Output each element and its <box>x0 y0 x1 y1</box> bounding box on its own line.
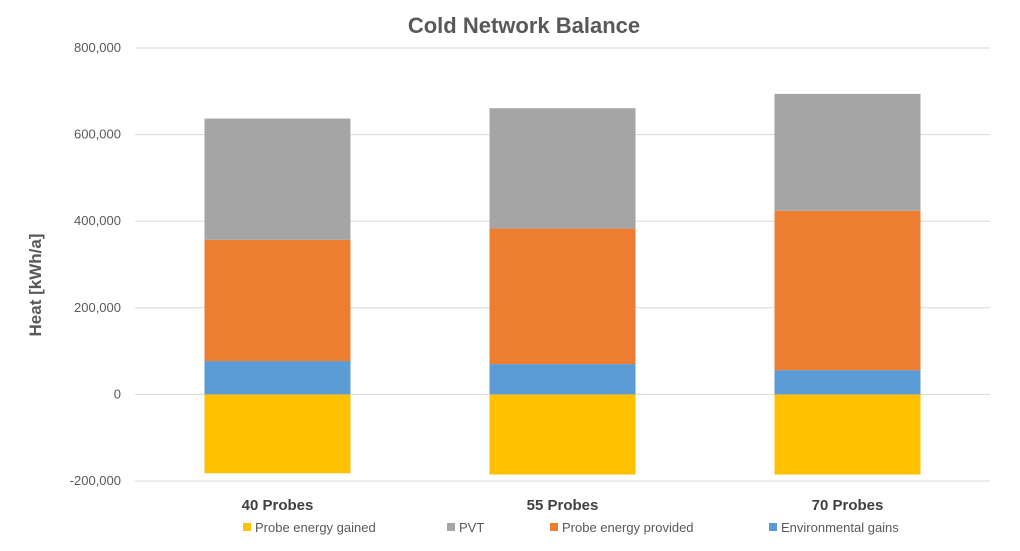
legend-label: Probe energy gained <box>255 520 376 535</box>
bar-segment <box>204 118 351 240</box>
legend-swatch <box>550 523 558 531</box>
legend-label: Environmental gains <box>781 520 899 535</box>
legend-swatch <box>243 523 251 531</box>
legend-label: PVT <box>459 520 484 535</box>
y-axis-label: Heat [kWh/a] <box>26 234 45 337</box>
x-tick-label: 55 Probes <box>527 497 599 514</box>
x-tick-labels: 40 Probes 55 Probes 70 Probes <box>242 497 884 514</box>
bar-segment <box>489 394 636 475</box>
bar-segment <box>774 93 921 211</box>
x-tick-label: 40 Probes <box>242 497 314 514</box>
legend: Probe energy gained PVT Probe energy provi… <box>243 520 899 535</box>
y-tick-label: 200,000 <box>74 300 121 315</box>
chart-title: Cold Network Balance <box>408 13 640 38</box>
y-tick-label: 600,000 <box>74 127 121 142</box>
y-tick-label: 400,000 <box>74 213 121 228</box>
bar-segment <box>204 394 351 474</box>
legend-swatch <box>769 523 777 531</box>
y-tick-labels: -200,000 0 200,000 400,000 600,000 800,000 <box>70 40 121 488</box>
bar-segment <box>489 364 636 395</box>
legend-label: Probe energy provided <box>562 520 694 535</box>
legend-swatch <box>447 523 455 531</box>
bar-segment <box>774 370 921 395</box>
bar-segment <box>204 239 351 362</box>
bar-segment <box>489 228 636 365</box>
bar-segment <box>489 108 636 229</box>
x-tick-label: 70 Probes <box>812 497 884 514</box>
bar-segment <box>204 361 351 395</box>
y-tick-label: 800,000 <box>74 40 121 55</box>
bar-segment <box>774 394 921 475</box>
y-tick-label: -200,000 <box>70 473 121 488</box>
bars <box>204 93 921 475</box>
y-tick-label: 0 <box>114 386 121 401</box>
bar-segment <box>774 210 921 371</box>
